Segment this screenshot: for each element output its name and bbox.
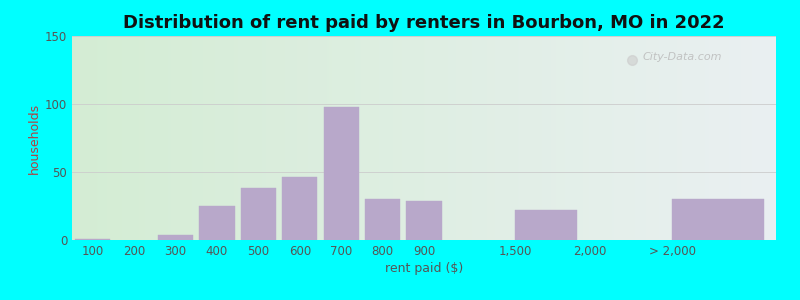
- Bar: [75, 238, 110, 240]
- Title: Distribution of rent paid by renters in Bourbon, MO in 2022: Distribution of rent paid by renters in …: [123, 14, 725, 32]
- Bar: [673, 199, 763, 240]
- Bar: [158, 235, 193, 240]
- Bar: [282, 177, 318, 240]
- X-axis label: rent paid ($): rent paid ($): [385, 262, 463, 275]
- Bar: [406, 201, 442, 240]
- Bar: [241, 188, 276, 240]
- Y-axis label: households: households: [28, 102, 41, 174]
- Text: City-Data.com: City-Data.com: [642, 52, 722, 62]
- Bar: [515, 210, 578, 240]
- Bar: [199, 206, 234, 240]
- Bar: [323, 107, 358, 240]
- Bar: [365, 199, 400, 240]
